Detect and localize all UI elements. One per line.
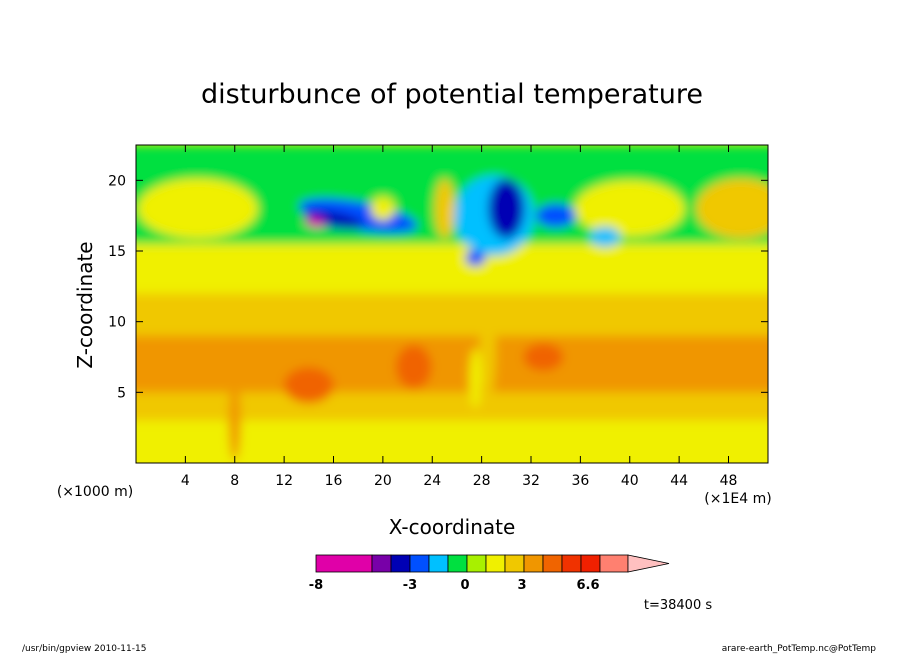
x-tick-label: 40 — [621, 473, 639, 489]
x-tick-label: 24 — [423, 473, 441, 489]
field-band — [136, 420, 768, 463]
colorbar-swatch — [409, 554, 430, 573]
field-blob — [303, 210, 364, 230]
field-blob — [305, 217, 325, 228]
colorbar-swatch — [466, 554, 487, 573]
colorbar-tick-label: 3 — [517, 578, 526, 593]
x-tick-label: 20 — [374, 473, 392, 489]
field-blob — [228, 380, 241, 461]
field-blob — [574, 180, 685, 237]
field-blob — [488, 178, 525, 239]
chart-title: disturbunce of potential temperature — [201, 79, 703, 110]
colorbar: -8 -3 0 3 6.6 — [309, 554, 670, 593]
footer-left: /usr/bin/gpview 2010-11-15 — [22, 644, 146, 654]
x-tick-label: 48 — [720, 473, 738, 489]
temperature-field — [136, 145, 768, 463]
colorbar-tick-label: -3 — [403, 578, 417, 593]
field-blob — [469, 348, 482, 409]
plot-frame — [135, 144, 769, 464]
colorbar-swatch — [485, 554, 506, 573]
x-tick-label: 28 — [473, 473, 491, 489]
colorbar-swatch — [580, 554, 601, 573]
field-blob — [523, 343, 564, 371]
x-tick-label: 12 — [275, 473, 293, 489]
field-blob — [465, 250, 486, 267]
colorbar-tick-label: -8 — [309, 578, 323, 593]
x-unit-label: (×1E4 m) — [704, 491, 771, 507]
field-blob — [434, 178, 455, 239]
y-tick-label: 20 — [108, 173, 126, 189]
field-blob — [370, 196, 395, 221]
field-blob — [695, 178, 768, 239]
y-axis-label: Z-coordinate — [73, 241, 97, 368]
x-tick-label: 16 — [325, 473, 343, 489]
y-tick-label: 15 — [108, 244, 126, 260]
field-band — [136, 335, 768, 393]
x-axis: 4 8 12 16 20 24 28 32 36 40 44 48 — [181, 145, 738, 489]
field-blob — [137, 178, 258, 239]
y-unit-label: (×1000 m) — [57, 484, 133, 500]
x-tick-label: 32 — [522, 473, 540, 489]
x-axis-label: X-coordinate — [389, 515, 516, 539]
field-blob — [283, 367, 334, 404]
footer-right: arare-earth_PotTemp.nc@PotTemp — [722, 644, 877, 654]
colorbar-tick-label: 0 — [460, 578, 469, 593]
plot-area — [136, 145, 768, 463]
field-blob — [590, 226, 621, 247]
y-tick-label: 5 — [117, 385, 126, 401]
colorbar-swatch — [504, 554, 525, 573]
y-tick-label: 10 — [108, 315, 126, 331]
y-axis: 5 10 15 20 — [108, 173, 768, 401]
x-tick-label: 8 — [230, 473, 239, 489]
x-tick-label: 4 — [181, 473, 190, 489]
x-tick-label: 44 — [670, 473, 688, 489]
field-blob — [299, 198, 418, 233]
x-tick-label: 36 — [571, 473, 589, 489]
colorbar-tick-label: 6.6 — [576, 578, 599, 593]
field-blob — [479, 299, 496, 400]
colorbar-swatch — [390, 554, 411, 573]
colorbar-extend-arrow — [627, 554, 670, 573]
colorbar-swatch — [447, 554, 468, 573]
field-blob — [395, 344, 432, 389]
field-blob — [535, 203, 576, 228]
colorbar-swatch — [599, 554, 629, 573]
colorbar-swatch — [428, 554, 449, 573]
colorbar-swatch — [542, 554, 563, 573]
colorbar-swatch — [315, 554, 373, 573]
colorbar-swatch — [561, 554, 582, 573]
field-band — [136, 243, 768, 294]
colorbar-swatch — [371, 554, 392, 573]
time-label: t=38400 s — [644, 598, 712, 613]
colorbar-swatch — [523, 554, 544, 573]
